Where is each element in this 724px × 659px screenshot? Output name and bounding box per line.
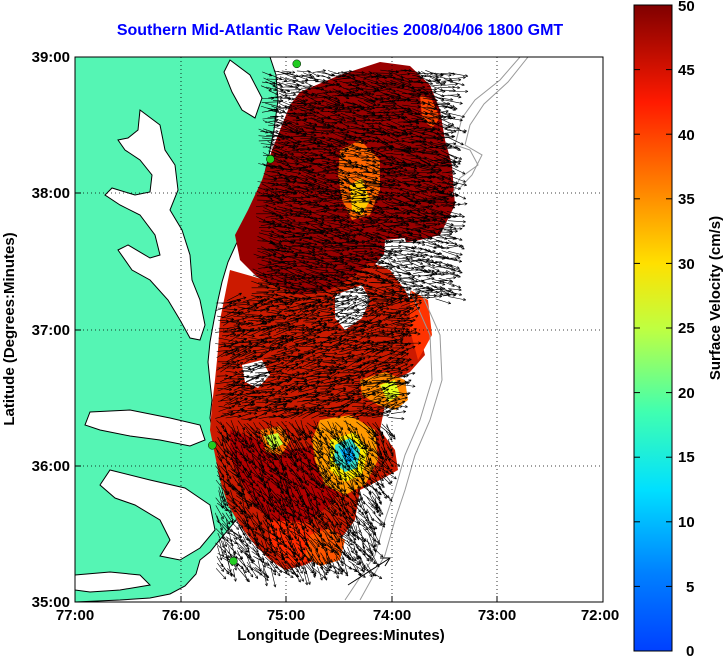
xtick-label: 77:00	[56, 607, 94, 624]
ytick-label: 39:00	[32, 49, 70, 66]
radar-station-marker	[266, 154, 275, 164]
axis-ticks	[75, 192, 498, 602]
velocity-vectors	[215, 68, 469, 588]
xtick-label: 76:00	[162, 607, 200, 624]
radar-station-marker	[229, 556, 238, 566]
pamlico-sound	[99, 469, 216, 561]
chesapeake-bay	[104, 109, 206, 341]
hf-radar-stations	[208, 59, 302, 566]
bathymetry-contours	[344, 57, 529, 601]
ytick-label: 38:00	[32, 185, 70, 202]
reference-arrow	[347, 557, 391, 586]
xtick-label: 74:00	[373, 607, 411, 624]
ytick-label: 37:00	[32, 322, 70, 339]
albemarle-sound	[84, 409, 206, 447]
xtick-label: 72:00	[581, 607, 619, 624]
map-title: Southern Mid-Atlantic Raw Velocities 200…	[116, 22, 564, 39]
grid-lines	[75, 57, 603, 602]
radar-station-marker	[208, 441, 217, 450]
river-estuary	[75, 571, 152, 593]
x-axis-label: Longitude (Degrees:Minutes)	[237, 627, 445, 644]
radar-station-marker	[292, 59, 302, 69]
xtick-label: 75:00	[267, 607, 305, 624]
delaware-bay	[223, 59, 263, 119]
y-axis-label: Latitude (Degrees:Minutes)	[1, 232, 18, 425]
xtick-label: 73:00	[478, 607, 516, 624]
vector-arrow-set	[215, 68, 469, 588]
ytick-label: 36:00	[32, 458, 70, 475]
ytick-label: 35:00	[32, 594, 70, 611]
